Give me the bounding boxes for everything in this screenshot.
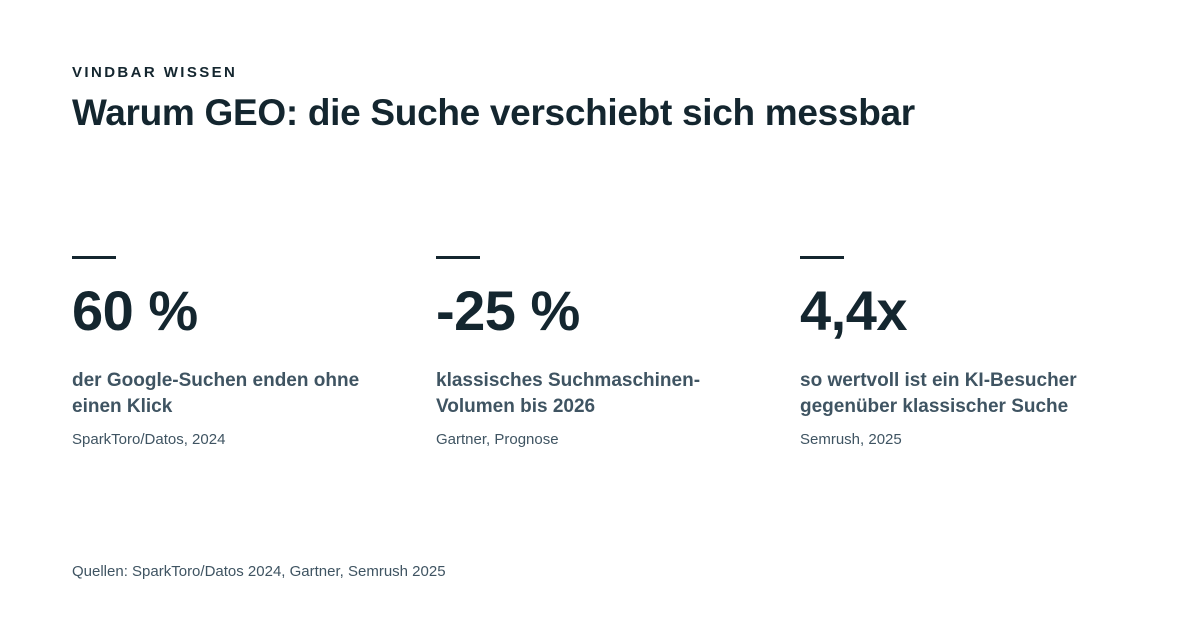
sources-footnote: Quellen: SparkToro/Datos 2024, Gartner, … xyxy=(72,563,446,580)
brand-kicker: VINDBAR WISSEN xyxy=(72,64,238,81)
page-title: Warum GEO: die Suche verschiebt sich mes… xyxy=(72,92,915,133)
stat-value: 4,4x xyxy=(800,279,908,342)
stat-card-zero-click: 60 % der Google-Suchen enden ohne einen … xyxy=(72,256,412,450)
stat-value: -25 % xyxy=(436,279,580,342)
stat-description: so wertvoll ist ein KI-Besucher gegenübe… xyxy=(800,370,1077,417)
stat-value: 60 % xyxy=(72,279,198,342)
stat-source: Gartner, Prognose xyxy=(436,431,559,448)
stat-source: Semrush, 2025 xyxy=(800,431,902,448)
stat-card-search-volume: -25 % klassisches Suchmaschinen-Volumen … xyxy=(436,256,776,450)
stat-divider xyxy=(72,256,116,259)
stat-card-ai-visitor-value: 4,4x so wertvoll ist ein KI-Besucher geg… xyxy=(800,256,1140,450)
stat-description: der Google-Suchen enden ohne einen Klick xyxy=(72,370,360,417)
stat-source: SparkToro/Datos, 2024 xyxy=(72,431,226,448)
stat-divider xyxy=(800,256,844,259)
stat-divider xyxy=(436,256,480,259)
stat-description: klassisches Suchmaschinen-Volumen bis 20… xyxy=(436,370,701,417)
